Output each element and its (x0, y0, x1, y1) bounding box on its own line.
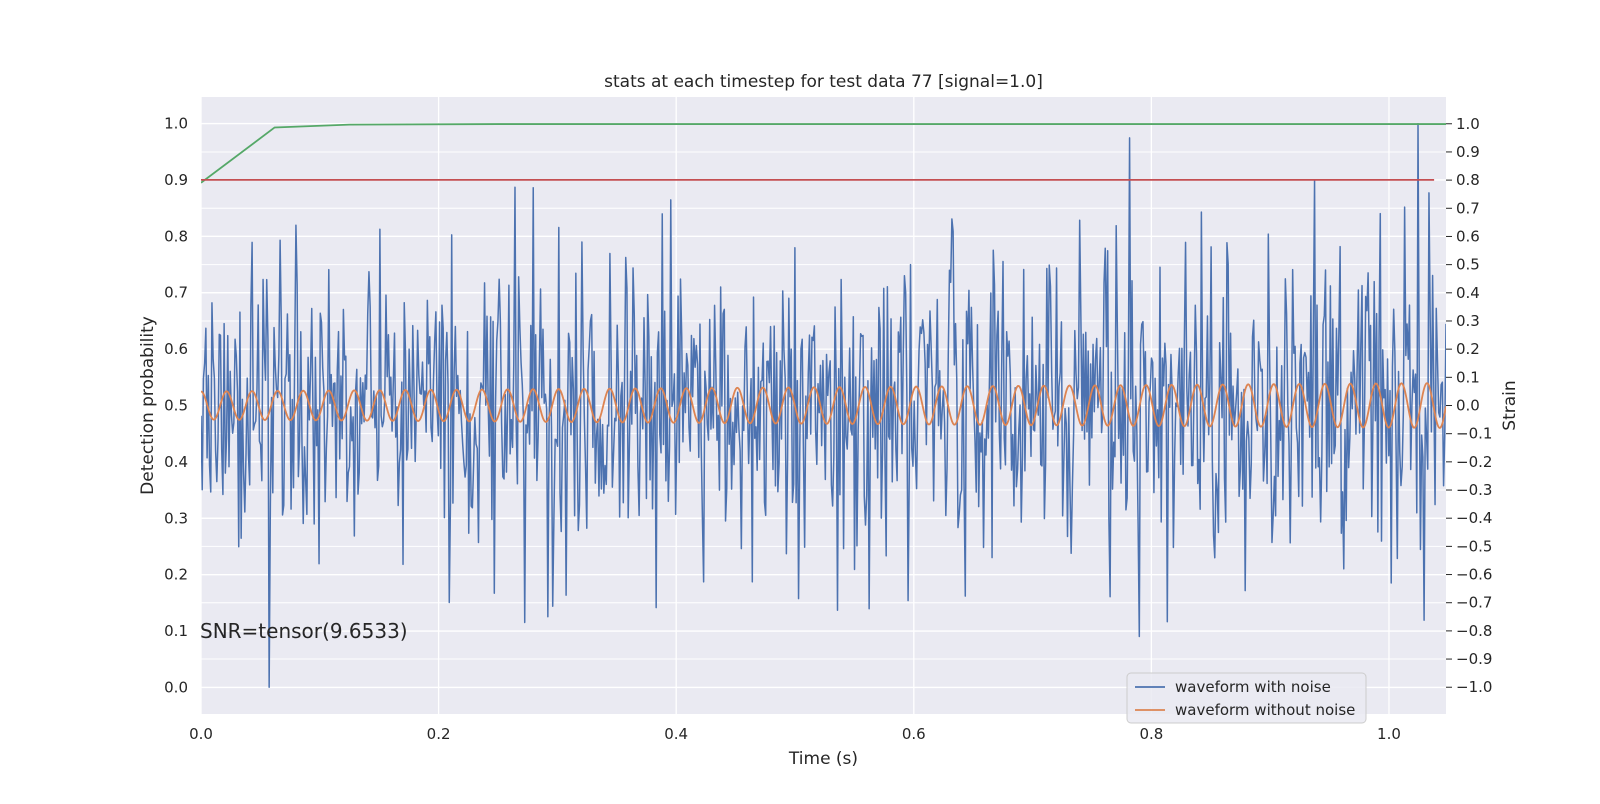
legend-entry-noisy: waveform with noise (1175, 678, 1331, 696)
y-tick-label-left: 0.0 (164, 678, 188, 696)
x-tick-label: 0.4 (664, 725, 688, 743)
y-tick-label-left: 0.1 (164, 622, 188, 640)
y-tick-label-right: −0.4 (1456, 509, 1492, 527)
x-tick-label: 0.8 (1139, 725, 1163, 743)
y-tick-label-right: −0.6 (1456, 566, 1492, 584)
y-tick-label-left: 0.7 (164, 284, 188, 302)
y-tick-label-left: 0.9 (164, 171, 188, 189)
y-tick-label-right: 0.8 (1456, 171, 1480, 189)
y-tick-label-right: 0.2 (1456, 340, 1480, 358)
legend-box (1126, 672, 1367, 724)
y-tick-label-right: 0.1 (1456, 368, 1480, 386)
detection-probability-line (201, 123, 1446, 184)
y-tick-label-right: 0.7 (1456, 199, 1480, 217)
x-axis-label: Time (s) (788, 749, 858, 769)
y-tick-label-right: 0.4 (1456, 284, 1480, 302)
y-tick-label-right: 1.0 (1456, 115, 1480, 133)
legend: waveform with noise waveform without noi… (1126, 672, 1367, 724)
y-tick-label-right: −0.9 (1456, 650, 1492, 668)
ticks: 0.0 0.2 0.4 0.6 0.8 1.0 0.0 0.1 0.2 0.3 0.4 0.5 0.6 0… (164, 115, 1492, 743)
y-tick-label-right: −0.1 (1456, 425, 1492, 443)
y-tick-label-left: 0.6 (164, 340, 188, 358)
noisy-waveform-line (201, 123, 1446, 688)
x-tick-label: 0.2 (427, 725, 451, 743)
y-tick-label-right: 0.9 (1456, 143, 1480, 161)
y-tick-label-right: 0.3 (1456, 312, 1480, 330)
legend-entry-clean: waveform without noise (1175, 701, 1355, 719)
y-tick-label-left: 0.8 (164, 227, 188, 245)
y-axis-label-right: Strain (1500, 380, 1520, 430)
y-tick-label-right: 0.5 (1456, 256, 1480, 274)
clean-waveform-line (201, 382, 1446, 430)
x-tick-label: 0.6 (902, 725, 926, 743)
x-tick-label: 1.0 (1377, 725, 1401, 743)
chart-title: stats at each timestep for test data 77 … (604, 72, 1043, 92)
y-tick-label-right: −0.3 (1456, 481, 1492, 499)
y-tick-label-left: 0.5 (164, 397, 188, 415)
y-tick-label-right: −0.2 (1456, 453, 1492, 471)
y-tick-label-left: 1.0 (164, 115, 188, 133)
y-tick-label-left: 0.3 (164, 509, 188, 527)
snr-annotation: SNR=tensor(9.6533) (200, 619, 408, 643)
y-tick-label-right: −1.0 (1456, 678, 1492, 696)
y-tick-label-right: −0.8 (1456, 622, 1492, 640)
y-tick-label-right: 0.0 (1456, 397, 1480, 415)
y-tick-label-right: −0.5 (1456, 537, 1492, 555)
y-tick-label-left: 0.2 (164, 566, 188, 584)
y-tick-label-right: 0.6 (1456, 227, 1480, 245)
y-axis-label-left: Detection probability (138, 316, 158, 495)
y-tick-label-left: 0.4 (164, 453, 188, 471)
series-layer (201, 123, 1446, 688)
y-tick-label-right: −0.7 (1456, 594, 1492, 612)
x-tick-label: 0.0 (189, 725, 213, 743)
